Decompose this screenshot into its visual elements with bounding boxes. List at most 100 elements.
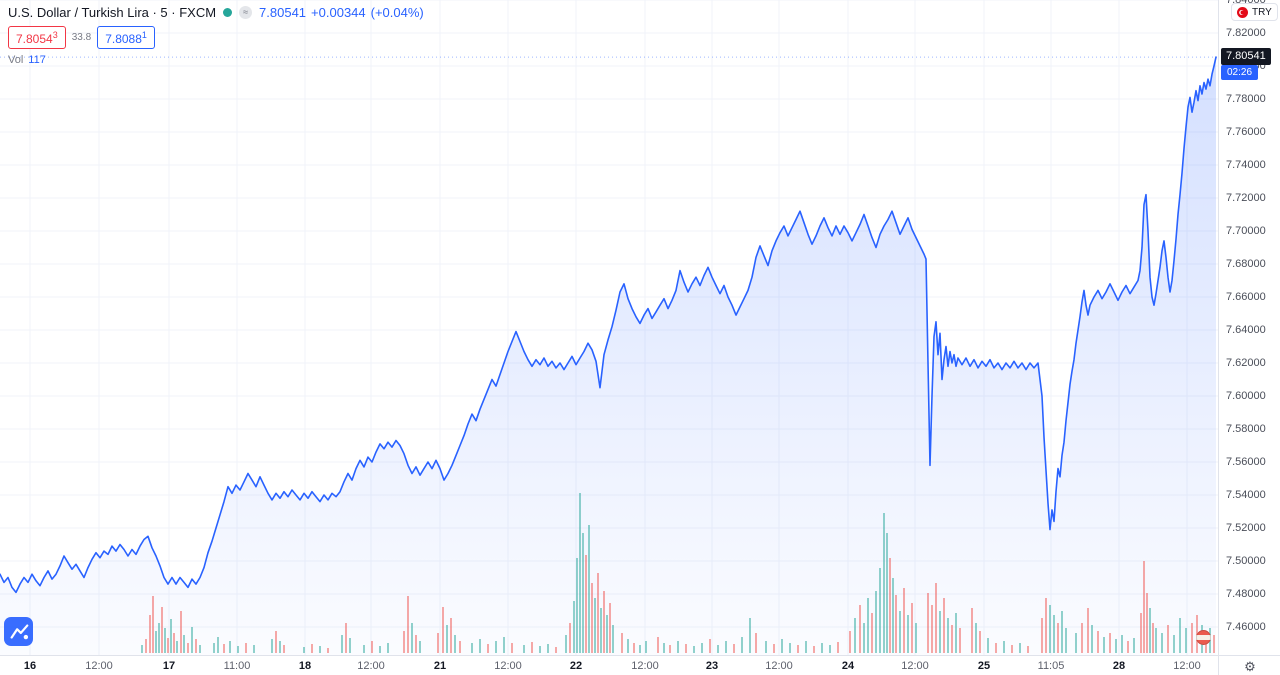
price-tick-label: 7.50000	[1226, 555, 1266, 567]
volume-bar	[987, 638, 989, 653]
volume-bar	[582, 533, 584, 653]
volume-bar	[191, 627, 193, 653]
axis-corner: ⚙	[1218, 655, 1280, 675]
volume-bar	[237, 646, 239, 653]
volume-bar	[859, 605, 861, 653]
volume-bar	[789, 643, 791, 653]
price-tick-label: 7.68000	[1226, 258, 1266, 270]
volume-value: 117	[28, 54, 46, 66]
volume-bar	[797, 645, 799, 653]
volume-bar	[279, 641, 281, 653]
volume-bar	[871, 613, 873, 653]
volume-bar	[854, 618, 856, 653]
time-tick-label: 22	[569, 660, 583, 672]
volume-bar	[773, 644, 775, 653]
price-tick-label: 7.74000	[1226, 159, 1266, 171]
time-tick-label: 23	[705, 660, 719, 672]
time-tick-label: 25	[977, 660, 991, 672]
volume-bar	[849, 631, 851, 653]
volume-bar	[1061, 611, 1063, 653]
tradingview-logo[interactable]	[4, 617, 33, 646]
volume-legend[interactable]: Vol 117	[8, 54, 424, 66]
volume-bar	[407, 596, 409, 653]
volume-bar	[903, 588, 905, 653]
volume-bar	[733, 644, 735, 653]
volume-bar	[1027, 646, 1029, 653]
price-chart-pane[interactable]	[0, 0, 1218, 655]
time-tick-label: 24	[841, 660, 855, 672]
volume-bar	[975, 623, 977, 653]
volume-bar	[1179, 618, 1181, 653]
volume-bar	[709, 639, 711, 653]
currency-toggle-button[interactable]: TRY	[1231, 3, 1278, 21]
price-tick-label: 7.66000	[1226, 291, 1266, 303]
volume-bar	[943, 598, 945, 653]
volume-bar	[161, 607, 163, 653]
sell-price-pip: 3	[52, 30, 58, 40]
volume-bar	[935, 583, 937, 653]
volume-bar	[349, 638, 351, 653]
price-tick-label: 7.58000	[1226, 423, 1266, 435]
time-axis[interactable]: 16 12:00 17 11:00 18 12:00 21 12:00 22 12:00 23 12:…	[0, 655, 1218, 675]
time-tick-label: 12:00	[1173, 660, 1201, 672]
volume-bar	[195, 639, 197, 653]
volume-bar	[371, 641, 373, 653]
volume-bar	[603, 591, 605, 653]
volume-bar	[895, 595, 897, 653]
volume-bar	[579, 493, 581, 653]
volume-bar	[303, 647, 305, 653]
currency-toggle-label: TRY	[1252, 6, 1272, 18]
price-tick-label: 7.62000	[1226, 357, 1266, 369]
market-status-icon	[223, 8, 233, 17]
volume-bar	[693, 646, 695, 653]
volume-bar	[565, 635, 567, 653]
volume-bar	[755, 633, 757, 653]
volume-bar	[539, 646, 541, 653]
volume-bar	[459, 641, 461, 653]
volume-bar	[1191, 623, 1193, 653]
volume-bar	[145, 639, 147, 653]
volume-bar	[805, 641, 807, 653]
volume-bar	[591, 583, 593, 653]
price-axis[interactable]: 7.840007.820007.800007.780007.760007.740…	[1218, 0, 1280, 655]
volume-bar	[1167, 625, 1169, 653]
volume-bar	[971, 608, 973, 653]
volume-bar	[597, 573, 599, 653]
volume-bar	[899, 611, 901, 653]
volume-bar	[663, 643, 665, 653]
buy-price-button[interactable]: 7.80881	[97, 26, 155, 49]
volume-bar	[170, 619, 172, 653]
volume-bar	[1155, 628, 1157, 653]
volume-bar	[1019, 643, 1021, 653]
volume-bar	[907, 615, 909, 653]
volume-bar	[479, 639, 481, 653]
symbol-title[interactable]: U.S. Dollar / Turkish Lira · 5 · FXCM	[8, 5, 217, 20]
volume-bar	[1115, 639, 1117, 653]
price-tick-label: 7.60000	[1226, 390, 1266, 402]
volume-bar	[245, 643, 247, 653]
sell-price-button[interactable]: 7.80543	[8, 26, 66, 49]
time-tick-label: 11:05	[1037, 660, 1065, 672]
volume-bar	[995, 643, 997, 653]
volume-bar	[531, 642, 533, 653]
volume-bar	[415, 635, 417, 653]
volume-bar	[180, 611, 182, 653]
volume-bar	[621, 633, 623, 653]
volume-bar	[1087, 608, 1089, 653]
volume-bar	[1140, 613, 1142, 653]
volume-bar	[879, 568, 881, 653]
economic-event-flag-icon[interactable]	[1196, 630, 1211, 645]
volume-bar	[1185, 628, 1187, 653]
volume-bar	[345, 623, 347, 653]
volume-bar	[765, 641, 767, 653]
volume-bar	[253, 645, 255, 653]
volume-bar	[1152, 623, 1154, 653]
chart-legend: U.S. Dollar / Turkish Lira · 5 · FXCM ≈ …	[8, 5, 424, 66]
volume-bar	[1146, 593, 1148, 653]
price-change: +0.00344	[311, 5, 366, 20]
price-tick-label: 7.70000	[1226, 225, 1266, 237]
settings-gear-icon[interactable]: ⚙	[1244, 658, 1256, 674]
volume-bar	[927, 593, 929, 653]
volume-bar	[892, 578, 894, 653]
volume-label: Vol	[8, 54, 24, 66]
